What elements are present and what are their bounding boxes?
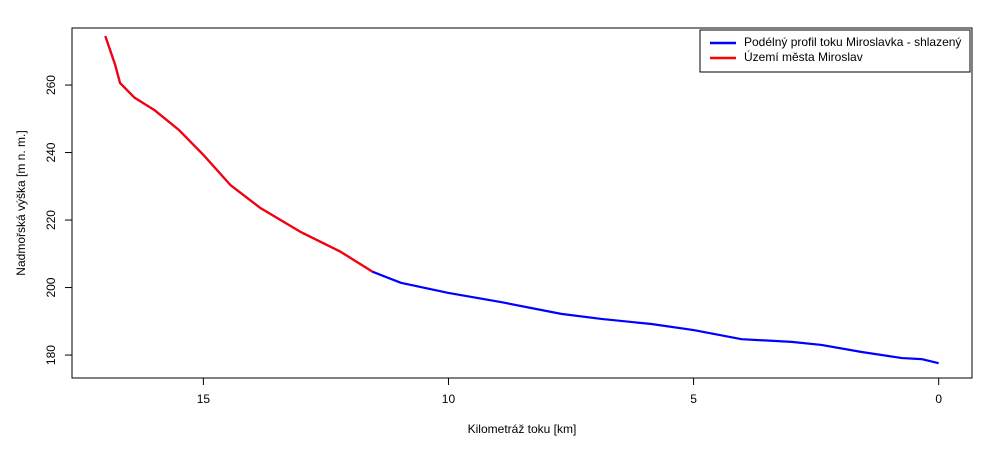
line-series: [104, 35, 939, 365]
y-tick-label: 220: [44, 210, 58, 230]
line-series: [104, 35, 374, 273]
x-tick-label: 15: [197, 392, 211, 406]
x-tick-label: 5: [690, 392, 697, 406]
y-axis-label: Nadmořská výška [m n. m.]: [14, 130, 28, 275]
legend-label: Území města Miroslav: [744, 49, 863, 64]
x-axis-label: Kilometráž toku [km]: [468, 422, 577, 436]
y-tick-label: 200: [44, 277, 58, 297]
plot-box: [71, 27, 973, 379]
y-tick-label: 180: [44, 345, 58, 365]
x-tick-label: 10: [442, 392, 456, 406]
x-tick-label: 0: [935, 392, 942, 406]
y-tick-label: 240: [44, 142, 58, 162]
legend-box: [699, 29, 971, 73]
y-tick-label: 260: [44, 75, 58, 95]
legend-label: Podélný profil toku Miroslavka - shlazen…: [744, 35, 961, 49]
